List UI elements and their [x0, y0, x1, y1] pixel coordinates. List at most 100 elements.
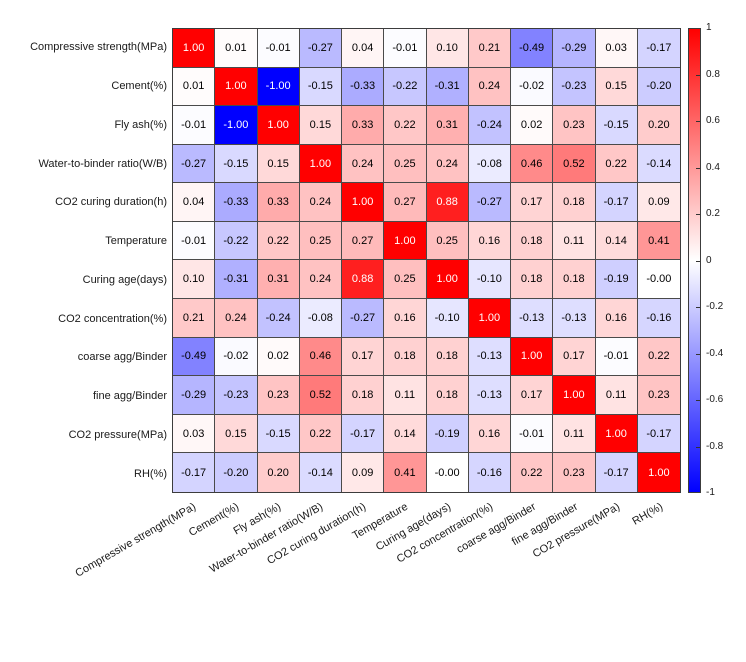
heatmap-cell: 0.17	[511, 376, 554, 415]
heatmap-cell: 0.01	[173, 67, 216, 107]
y-axis-label: Water-to-binder ratio(W/B)	[38, 157, 167, 170]
heatmap-cell: -0.29	[553, 29, 596, 68]
heatmap-cell: 0.23	[553, 106, 596, 145]
heatmap-cell: 0.25	[384, 144, 427, 184]
heatmap-cell: -0.02	[215, 337, 258, 377]
heatmap-cell: -0.01	[384, 29, 427, 68]
heatmap-cell: -0.19	[595, 260, 638, 300]
heatmap-cell: 0.41	[384, 453, 427, 492]
colorbar-tick-label: 0.2	[706, 208, 720, 219]
heatmap-cell: 0.11	[553, 414, 596, 454]
heatmap-cell: 1.00	[468, 299, 511, 338]
heatmap-cell: 0.18	[553, 260, 596, 300]
heatmap-cell: 0.27	[342, 221, 385, 261]
heatmap-cell: 0.46	[299, 337, 342, 377]
heatmap-cell: -0.16	[468, 453, 511, 492]
heatmap-grid: 1.00 0.01 -0.01 -0.27 0.04 -0.01 0.10 0.21 -0.49…	[172, 28, 681, 493]
colorbar-tick-label: -0.8	[706, 441, 724, 452]
colorbar-tick	[696, 168, 700, 169]
y-axis-label: fine agg/Binder	[93, 390, 167, 403]
heatmap-cell: -0.02	[511, 67, 554, 107]
heatmap-cell: 0.22	[637, 337, 680, 377]
heatmap-cell: 0.17	[553, 337, 596, 377]
heatmap-cell: -0.27	[299, 29, 342, 68]
heatmap-cell: 0.24	[468, 67, 511, 107]
colorbar-tick-label: -0.4	[706, 348, 724, 359]
heatmap-cell: 0.11	[595, 376, 638, 415]
heatmap-cell: -0.27	[468, 183, 511, 222]
heatmap-cell: 0.22	[511, 453, 554, 492]
heatmap-cell: -1.00	[215, 106, 258, 145]
heatmap-cell: 0.01	[215, 29, 258, 68]
heatmap-cell: -0.49	[173, 337, 216, 377]
colorbar	[688, 28, 701, 493]
heatmap-cell: 0.09	[342, 453, 385, 492]
heatmap-cell: -1.00	[257, 67, 300, 107]
heatmap-cell: -0.17	[637, 414, 680, 454]
colorbar-tick	[696, 121, 700, 122]
heatmap-cell: 0.16	[595, 299, 638, 338]
heatmap-cell: 0.04	[342, 29, 385, 68]
heatmap-cell: 0.18	[511, 221, 554, 261]
heatmap-cell: -0.13	[468, 376, 511, 415]
heatmap-cell: -0.15	[299, 67, 342, 107]
heatmap-cell: -0.00	[426, 453, 469, 492]
heatmap-cell: 0.22	[299, 414, 342, 454]
heatmap-cell: 0.20	[637, 106, 680, 145]
heatmap-cell: -0.15	[257, 414, 300, 454]
heatmap-cell: 1.00	[257, 106, 300, 145]
heatmap-cell: 0.15	[257, 144, 300, 184]
colorbar-tick	[696, 400, 700, 401]
heatmap-cell: 0.33	[257, 183, 300, 222]
heatmap-cell: 0.18	[384, 337, 427, 377]
heatmap-cell: 0.41	[637, 221, 680, 261]
heatmap-cell: 0.04	[173, 183, 216, 222]
heatmap-cell: -0.01	[595, 337, 638, 377]
heatmap-cell: 0.31	[257, 260, 300, 300]
heatmap-cell: 0.23	[637, 376, 680, 415]
heatmap-cell: 0.23	[553, 453, 596, 492]
heatmap-cell: -0.13	[511, 299, 554, 338]
heatmap-cell: -0.13	[553, 299, 596, 338]
heatmap-cell: -0.14	[299, 453, 342, 492]
heatmap-cell: 0.21	[173, 299, 216, 338]
heatmap-cell: 0.33	[342, 106, 385, 145]
heatmap-cell: 0.10	[173, 260, 216, 300]
heatmap-cell: 1.00	[553, 376, 596, 415]
heatmap-cell: -0.33	[215, 183, 258, 222]
heatmap-cell: 0.16	[384, 299, 427, 338]
heatmap-cell: 1.00	[384, 221, 427, 261]
heatmap-cell: -0.01	[173, 106, 216, 145]
heatmap-cell: -0.27	[342, 299, 385, 338]
y-axis-label: Compressive strength(MPa)	[30, 41, 167, 54]
heatmap-cell: 0.18	[342, 376, 385, 415]
heatmap-cell: 0.11	[553, 221, 596, 261]
heatmap-cell: -0.01	[173, 221, 216, 261]
heatmap-cell: -0.22	[215, 221, 258, 261]
heatmap-cell: 0.24	[299, 260, 342, 300]
heatmap-cell: -0.23	[553, 67, 596, 107]
y-axis-label: CO2 pressure(MPa)	[68, 428, 167, 441]
heatmap-cell: 1.00	[299, 144, 342, 184]
colorbar-tick-label: 1	[706, 22, 712, 33]
heatmap-cell: 0.88	[342, 260, 385, 300]
heatmap-cell: -0.31	[426, 67, 469, 107]
heatmap-cell: 0.24	[299, 183, 342, 222]
y-axis-label: RH(%)	[134, 467, 167, 480]
heatmap-cell: 0.22	[595, 144, 638, 184]
heatmap-cell: 0.22	[384, 106, 427, 145]
heatmap-cell: 0.24	[342, 144, 385, 184]
colorbar-tick	[696, 447, 700, 448]
heatmap-cell: -0.10	[426, 299, 469, 338]
heatmap-cell: -0.27	[173, 144, 216, 184]
colorbar-tick-label: 0.8	[706, 69, 720, 80]
heatmap-cell: 0.03	[595, 29, 638, 68]
heatmap-cell: -0.20	[215, 453, 258, 492]
heatmap-cell: 0.17	[342, 337, 385, 377]
heatmap-cell: 0.11	[384, 376, 427, 415]
heatmap-cell: -0.24	[257, 299, 300, 338]
heatmap-cell: -0.01	[257, 29, 300, 68]
heatmap-cell: 0.21	[468, 29, 511, 68]
heatmap-cell: -0.14	[637, 144, 680, 184]
y-axis-label: Temperature	[105, 235, 167, 248]
